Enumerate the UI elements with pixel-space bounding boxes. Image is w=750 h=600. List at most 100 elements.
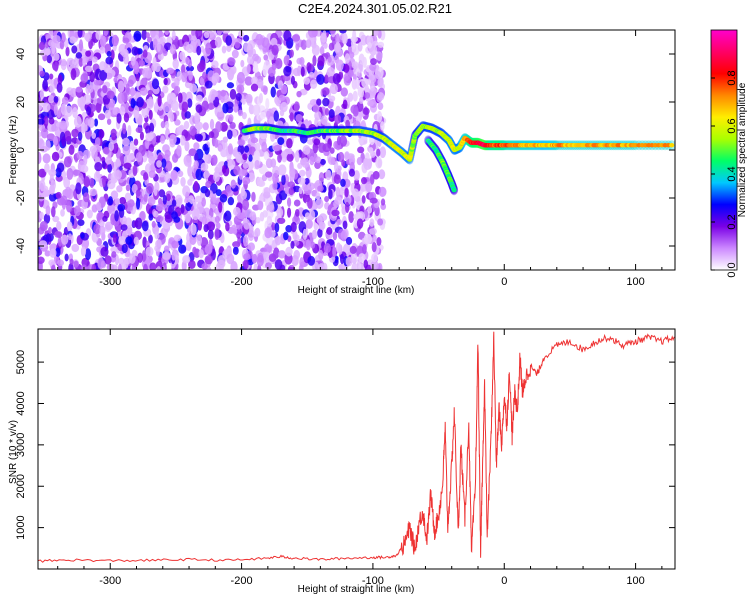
noise-speckle [75,87,82,93]
noise-speckle [193,142,199,149]
noise-speckle [264,187,271,196]
noise-speckle [281,151,286,159]
noise-speckle [328,56,332,62]
noise-speckle [377,111,382,123]
noise-speckle [261,142,267,153]
noise-speckle [172,30,176,40]
noise-speckle [253,66,259,73]
noise-speckle [171,240,179,248]
noise-speckle [355,78,359,89]
noise-speckle [108,196,113,205]
noise-speckle [134,138,138,145]
noise-speckle [145,132,153,141]
snr-x-axis-label: Height of straight line (km) [298,584,415,595]
noise-speckle [136,127,143,133]
noise-speckle [370,58,377,65]
noise-speckle [260,111,266,119]
noise-speckle [370,174,374,185]
noise-speckle [152,221,156,228]
noise-speckle [71,68,77,80]
noise-speckle [237,72,245,84]
noise-speckle [291,255,298,266]
noise-speckle [83,192,89,202]
noise-speckle [96,202,101,210]
noise-speckle [139,60,145,67]
noise-speckle [308,26,316,37]
noise-speckle [195,169,202,180]
noise-speckle [263,54,268,60]
noise-speckle [95,137,101,146]
noise-speckle [195,27,202,39]
noise-speckle [112,35,119,47]
noise-speckle [208,230,214,240]
noise-speckle [324,243,331,253]
noise-speckle [253,104,261,116]
noise-speckle [39,240,47,248]
noise-speckle [303,229,308,240]
noise-speckle [86,106,91,115]
noise-speckle [363,57,367,68]
noise-speckle [209,131,215,138]
noise-speckle [228,114,233,122]
noise-speckle [280,102,287,112]
noise-speckle [44,48,50,55]
noise-speckle [104,147,110,155]
noise-speckle [306,62,311,72]
noise-speckle [197,234,202,246]
noise-speckle [120,106,126,116]
noise-speckle [78,28,83,38]
noise-speckle [136,97,144,108]
noise-speckle [220,90,226,97]
noise-speckle [296,91,301,97]
noise-speckle [257,181,265,187]
noise-speckle [100,247,108,257]
noise-speckle [122,244,128,253]
noise-speckle [163,78,167,85]
noise-speckle [334,114,341,124]
noise-speckle [256,217,261,223]
spectrogram-y-axis-label: Frequency (Hz) [8,116,19,185]
noise-speckle [133,165,138,176]
noise-speckle [306,39,312,48]
noise-speckle [65,47,69,57]
noise-speckle [61,103,67,115]
noise-speckle [77,219,84,226]
noise-speckle [272,63,277,70]
noise-speckle [274,110,279,121]
noise-speckle [132,263,137,274]
noise-speckle [154,231,159,239]
noise-speckle [65,254,69,262]
noise-speckle [352,188,359,197]
noise-speckle [48,95,54,103]
noise-speckle [171,211,178,219]
noise-speckle [248,154,252,161]
noise-speckle [265,98,269,109]
noise-speckle [318,263,326,274]
noise-speckle [180,204,184,214]
noise-speckle [193,181,198,192]
noise-speckle [251,137,258,143]
noise-speckle [330,83,338,94]
noise-speckle [75,182,81,194]
noise-speckle [232,130,237,138]
noise-speckle [265,171,272,177]
noise-speckle [133,31,141,42]
noise-speckle [295,151,300,163]
noise-speckle [211,155,218,166]
noise-speckle [238,31,244,38]
colorbar-gradient [711,30,737,270]
snr-frame [38,329,675,569]
noise-speckle [363,108,370,116]
noise-speckle [140,132,144,141]
noise-speckle [336,219,341,225]
noise-speckle [312,55,316,66]
noise-speckle [56,221,61,231]
noise-speckle [107,118,111,124]
noise-speckle [252,54,259,62]
noise-speckle [191,224,197,236]
noise-speckle [242,154,247,161]
noise-speckle [78,132,82,141]
noise-speckle [321,116,328,125]
y-tick-label: 5000 [15,350,27,374]
noise-speckle [132,46,139,55]
